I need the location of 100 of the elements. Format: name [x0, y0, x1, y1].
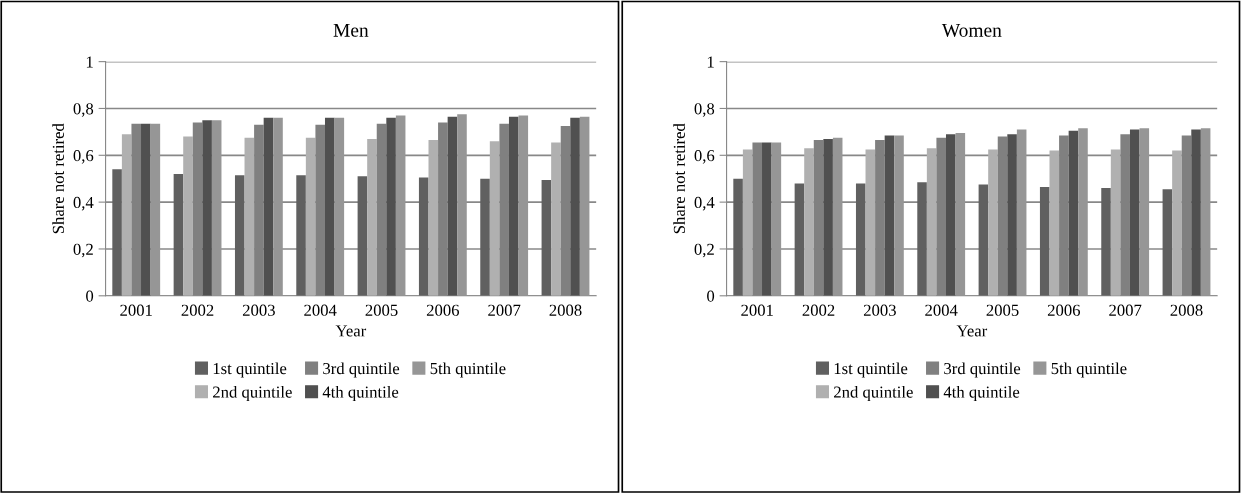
bar: [894, 135, 904, 296]
bar: [447, 116, 458, 296]
bar: [357, 176, 368, 296]
bar: [570, 117, 580, 296]
bar: [296, 175, 306, 296]
bar: [202, 120, 212, 296]
bar: [855, 183, 866, 296]
bar: [376, 123, 387, 296]
bar: [305, 137, 316, 296]
bar: [541, 179, 552, 296]
x-tick-label: 2003: [242, 304, 275, 316]
x-tick-label: 2006: [1047, 304, 1081, 316]
bar: [1059, 135, 1069, 296]
legend-label: 3rd quintile: [944, 362, 1021, 378]
bar: [324, 117, 335, 296]
bar: [1078, 128, 1088, 296]
bar: [771, 142, 782, 296]
y-tick-label: 0: [86, 290, 94, 302]
y-tick-label: 0,4: [694, 196, 715, 211]
bar: [315, 124, 325, 296]
bar: [1039, 186, 1050, 296]
bar: [173, 174, 184, 296]
bar: [865, 149, 876, 296]
bar: [121, 134, 132, 296]
legend-label: 2nd quintile: [213, 385, 292, 402]
bar: [762, 142, 772, 296]
bar: [418, 177, 429, 296]
bar: [936, 137, 946, 296]
x-tick-label: 2003: [863, 304, 896, 316]
bar: [395, 115, 406, 296]
y-tick-label: 0,4: [73, 196, 94, 211]
bar: [884, 135, 895, 296]
x-tick-label: 2004: [304, 304, 337, 316]
bar: [518, 115, 529, 296]
bar: [733, 178, 743, 296]
legend-label: 2nd quintile: [834, 385, 913, 402]
y-tick-label: 1: [707, 56, 714, 68]
bar: [917, 182, 927, 296]
bar: [813, 140, 824, 296]
bar: [955, 133, 966, 296]
bar: [499, 123, 509, 296]
bar: [263, 117, 274, 296]
y-tick-label: 0,8: [694, 103, 715, 117]
bar: [273, 117, 283, 296]
bar: [438, 122, 448, 296]
y-tick-label: 0,6: [694, 149, 715, 164]
bar: [254, 124, 264, 296]
bar: [875, 140, 885, 296]
bar: [926, 148, 937, 296]
y-axis-title: Share not retired: [673, 123, 685, 234]
bar: [131, 123, 142, 296]
bar: [480, 178, 490, 296]
x-tick-label: 2007: [1109, 304, 1142, 316]
bar: [1068, 130, 1079, 296]
x-tick-label: 2005: [986, 304, 1019, 316]
y-tick-label: 1: [86, 56, 93, 68]
bar: [1191, 129, 1201, 296]
legend-label: 5th quintile: [1051, 362, 1127, 378]
x-axis-title: Year: [956, 325, 988, 337]
bar: [112, 169, 122, 296]
bar: [1016, 129, 1027, 296]
bar: [1049, 150, 1060, 296]
bar: [367, 138, 377, 296]
bar: [832, 137, 843, 296]
y-tick-label: 0,8: [73, 103, 94, 117]
bar: [1129, 129, 1140, 296]
x-tick-label: 2008: [1170, 304, 1203, 316]
x-tick-label: 2007: [488, 304, 521, 316]
y-tick-label: 0,2: [73, 243, 93, 258]
bar: [508, 116, 519, 296]
bar: [141, 123, 151, 296]
x-tick-label: 2002: [181, 304, 214, 316]
x-tick-label: 2005: [365, 304, 398, 316]
x-axis-title: Year: [335, 325, 367, 337]
bar: [150, 123, 161, 296]
bar: [386, 117, 396, 296]
bar: [1101, 188, 1111, 296]
x-tick-label: 2006: [426, 304, 460, 316]
x-tick-label: 2002: [802, 304, 835, 316]
bar: [560, 126, 571, 296]
x-tick-label: 2001: [120, 304, 152, 316]
bar: [752, 142, 763, 296]
legend-label: 1st quintile: [834, 362, 908, 378]
legend-label: 4th quintile: [943, 385, 1020, 402]
y-tick-label: 0,2: [694, 243, 714, 258]
bar: [489, 141, 500, 296]
bar: [978, 184, 989, 296]
bar: [823, 138, 833, 296]
bar: [1181, 135, 1192, 296]
bar: [988, 149, 998, 296]
bar: [1200, 128, 1211, 296]
chart-title: Men: [333, 23, 369, 37]
y-axis-title: Share not retired: [52, 123, 64, 234]
x-tick-label: 2008: [549, 304, 582, 316]
bar: [1110, 149, 1121, 296]
bar: [1172, 150, 1182, 296]
bar: [804, 148, 814, 296]
bar: [1139, 128, 1150, 296]
bar: [579, 116, 590, 296]
bar: [244, 137, 255, 296]
